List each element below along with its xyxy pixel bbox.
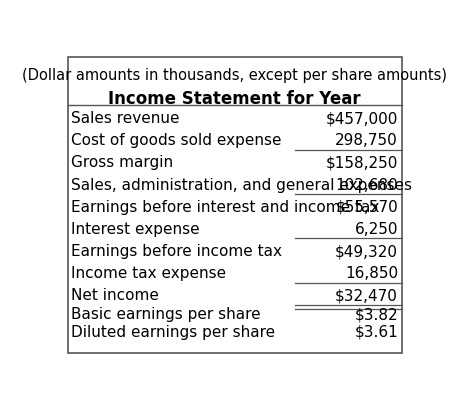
Text: Basic earnings per share: Basic earnings per share: [71, 307, 261, 322]
Text: $55,570: $55,570: [335, 200, 398, 215]
Text: Income tax expense: Income tax expense: [71, 266, 227, 281]
Text: Net income: Net income: [71, 288, 159, 304]
Text: $3.82: $3.82: [354, 307, 398, 322]
Text: (Dollar amounts in thousands, except per share amounts): (Dollar amounts in thousands, except per…: [22, 68, 447, 83]
Text: Gross margin: Gross margin: [71, 155, 174, 170]
Text: $3.61: $3.61: [354, 325, 398, 340]
Text: Sales, administration, and general expenses: Sales, administration, and general expen…: [71, 178, 413, 192]
Text: Income Statement for Year: Income Statement for Year: [109, 90, 361, 108]
Text: 16,850: 16,850: [345, 266, 398, 281]
Text: $32,470: $32,470: [335, 288, 398, 304]
Text: 298,750: 298,750: [335, 133, 398, 148]
Text: $158,250: $158,250: [326, 155, 398, 170]
Text: $457,000: $457,000: [326, 111, 398, 126]
Text: 6,250: 6,250: [354, 222, 398, 237]
Text: Earnings before income tax: Earnings before income tax: [71, 244, 283, 259]
Text: Interest expense: Interest expense: [71, 222, 200, 237]
Text: Earnings before interest and income tax: Earnings before interest and income tax: [71, 200, 380, 215]
Text: Sales revenue: Sales revenue: [71, 111, 180, 126]
Text: 102,680: 102,680: [335, 178, 398, 192]
Text: $49,320: $49,320: [335, 244, 398, 259]
Text: Cost of goods sold expense: Cost of goods sold expense: [71, 133, 282, 148]
Text: Diluted earnings per share: Diluted earnings per share: [71, 325, 276, 340]
